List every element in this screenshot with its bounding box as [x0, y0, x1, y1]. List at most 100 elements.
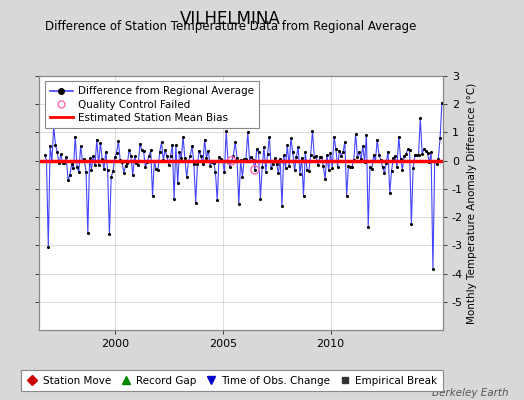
Point	[94, 162, 103, 168]
Point	[227, 158, 236, 164]
Point	[208, 159, 216, 166]
Point	[222, 128, 231, 134]
Point	[434, 155, 442, 162]
Point	[197, 153, 205, 160]
Point	[265, 134, 274, 140]
Point	[343, 193, 351, 199]
Point	[46, 142, 54, 149]
Point	[423, 150, 432, 156]
Point	[245, 158, 254, 164]
Point	[211, 169, 220, 176]
Point	[321, 176, 329, 182]
Point	[122, 162, 130, 169]
Point	[173, 180, 182, 186]
Point	[403, 146, 412, 153]
Point	[378, 164, 387, 170]
Point	[337, 152, 345, 159]
Point	[279, 152, 288, 158]
Point	[261, 169, 270, 175]
Point	[427, 149, 435, 156]
Point	[64, 177, 72, 184]
Point	[425, 159, 433, 165]
Point	[181, 155, 189, 162]
Point	[256, 196, 265, 202]
Point	[119, 170, 128, 176]
Point	[290, 167, 299, 174]
Point	[409, 164, 417, 171]
Point	[240, 156, 248, 163]
Point	[186, 153, 194, 159]
Point	[258, 164, 266, 171]
Point	[373, 136, 381, 143]
Point	[400, 153, 408, 159]
Point	[48, 158, 56, 164]
Point	[154, 167, 162, 173]
Point	[191, 200, 200, 206]
Point	[163, 153, 171, 159]
Point	[391, 152, 399, 159]
Point	[319, 162, 328, 169]
Point	[201, 136, 209, 143]
Point	[150, 158, 159, 164]
Point	[227, 158, 236, 164]
Point	[436, 135, 444, 142]
Point	[294, 144, 302, 151]
Point	[296, 170, 304, 177]
Point	[132, 160, 140, 166]
Point	[386, 190, 394, 196]
Point	[287, 135, 295, 141]
Point	[260, 143, 268, 150]
Point	[96, 139, 105, 146]
Point	[118, 159, 126, 165]
Point	[147, 147, 155, 154]
Point	[276, 156, 285, 162]
Point	[156, 149, 164, 155]
Point	[251, 167, 259, 173]
Point	[395, 134, 403, 140]
Point	[49, 124, 58, 130]
Point	[157, 139, 166, 146]
Point	[213, 197, 222, 203]
Point	[350, 157, 358, 163]
Point	[62, 154, 70, 160]
Point	[352, 131, 360, 137]
Point	[78, 158, 86, 164]
Point	[127, 153, 135, 159]
Point	[219, 158, 227, 164]
Point	[42, 157, 51, 164]
Point	[253, 146, 261, 152]
Point	[98, 156, 106, 162]
Point	[242, 156, 250, 162]
Point	[125, 146, 134, 153]
Point	[176, 149, 184, 155]
Point	[318, 154, 326, 160]
Point	[387, 167, 396, 174]
Point	[272, 161, 281, 167]
Point	[303, 167, 311, 174]
Point	[202, 155, 211, 162]
Point	[152, 166, 160, 172]
Point	[418, 151, 427, 157]
Point	[389, 154, 398, 161]
Point	[74, 169, 83, 175]
Point	[109, 168, 117, 174]
Point	[429, 266, 437, 272]
Point	[177, 155, 185, 162]
Point	[312, 153, 320, 159]
Point	[420, 146, 428, 152]
Point	[393, 164, 401, 170]
Point	[369, 152, 378, 158]
Point	[407, 221, 416, 227]
Point	[339, 149, 347, 155]
Point	[188, 143, 196, 149]
Point	[380, 170, 389, 176]
Point	[87, 166, 95, 173]
Point	[414, 152, 423, 158]
Point	[382, 160, 390, 166]
Point	[114, 138, 123, 144]
Point	[112, 149, 121, 156]
Point	[333, 164, 342, 170]
Point	[346, 164, 354, 170]
Point	[184, 158, 193, 164]
Point	[138, 147, 146, 153]
